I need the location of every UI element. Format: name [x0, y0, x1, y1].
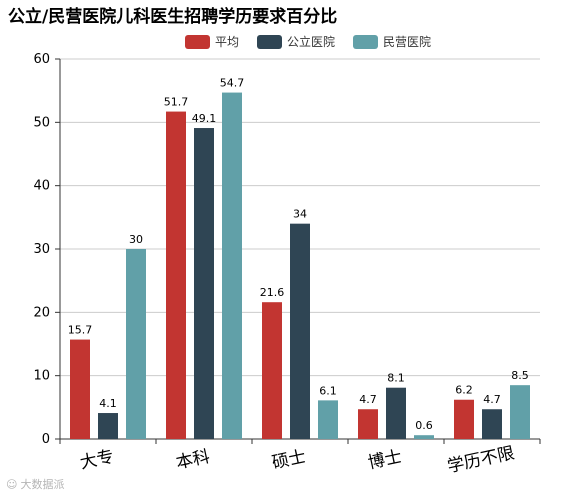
legend-label-private: 民营医院	[383, 35, 432, 49]
bar-data-label: 30	[129, 233, 143, 246]
bar-data-label: 54.7	[220, 77, 245, 90]
y-tick-label: 30	[33, 242, 50, 257]
legend: 平均 公立医院 民营医院	[185, 33, 431, 50]
watermark: ☺ 大数据派	[6, 476, 64, 492]
bar	[262, 302, 282, 439]
x-category-label: 博士	[366, 447, 403, 474]
bar-data-label: 0.6	[415, 419, 433, 432]
bar	[510, 385, 530, 439]
bar	[318, 400, 338, 439]
bar-data-label: 49.1	[192, 112, 217, 125]
watermark-text: 大数据派	[20, 478, 65, 491]
bar	[70, 339, 90, 439]
legend-item-private[interactable]: 民营医院	[353, 33, 431, 50]
chart-title: 公立/民营医院儿科医生招聘学历要求百分比	[8, 7, 338, 27]
x-category-label: 硕士	[270, 447, 307, 474]
bar-data-label: 51.7	[164, 96, 189, 109]
legend-swatch-public	[257, 34, 283, 49]
x-category-label: 本科	[174, 447, 211, 474]
bar	[222, 92, 242, 440]
bar-data-label: 6.1	[319, 384, 337, 397]
legend-swatch-private	[353, 34, 379, 49]
x-category-label: 学历不限	[446, 443, 517, 477]
y-tick-label: 40	[33, 179, 50, 194]
bar	[98, 413, 118, 439]
bar-data-label: 15.7	[68, 324, 93, 337]
y-tick-label: 60	[33, 52, 50, 67]
bar	[454, 399, 474, 439]
y-tick-label: 20	[33, 305, 50, 320]
bar	[386, 387, 406, 439]
bar	[126, 249, 146, 439]
legend-item-average[interactable]: 平均	[185, 33, 239, 50]
y-tick-label: 50	[33, 115, 50, 130]
bar-data-label: 8.5	[511, 369, 529, 382]
bar	[194, 128, 214, 440]
bar-data-label: 21.6	[260, 286, 285, 299]
bar-data-label: 34	[293, 208, 307, 221]
legend-label-average: 平均	[215, 35, 240, 49]
legend-swatch-average	[185, 34, 210, 49]
bar	[358, 409, 378, 439]
bar-data-label: 8.1	[387, 372, 405, 385]
legend-item-public[interactable]: 公立医院	[257, 33, 335, 50]
bar	[290, 223, 310, 439]
bar-data-label: 4.7	[483, 393, 501, 406]
y-tick-label: 0	[42, 432, 50, 447]
legend-label-public: 公立医院	[287, 35, 336, 49]
bar-data-label: 6.2	[455, 384, 473, 397]
bar-data-label: 4.1	[99, 397, 117, 410]
bar-data-label: 4.7	[359, 393, 377, 406]
y-tick-label: 10	[33, 369, 50, 384]
bar	[414, 435, 434, 439]
weibo-logo-icon: ☺	[6, 477, 18, 491]
x-category-label: 大专	[78, 447, 115, 474]
bar	[482, 409, 502, 439]
bar	[166, 111, 186, 440]
